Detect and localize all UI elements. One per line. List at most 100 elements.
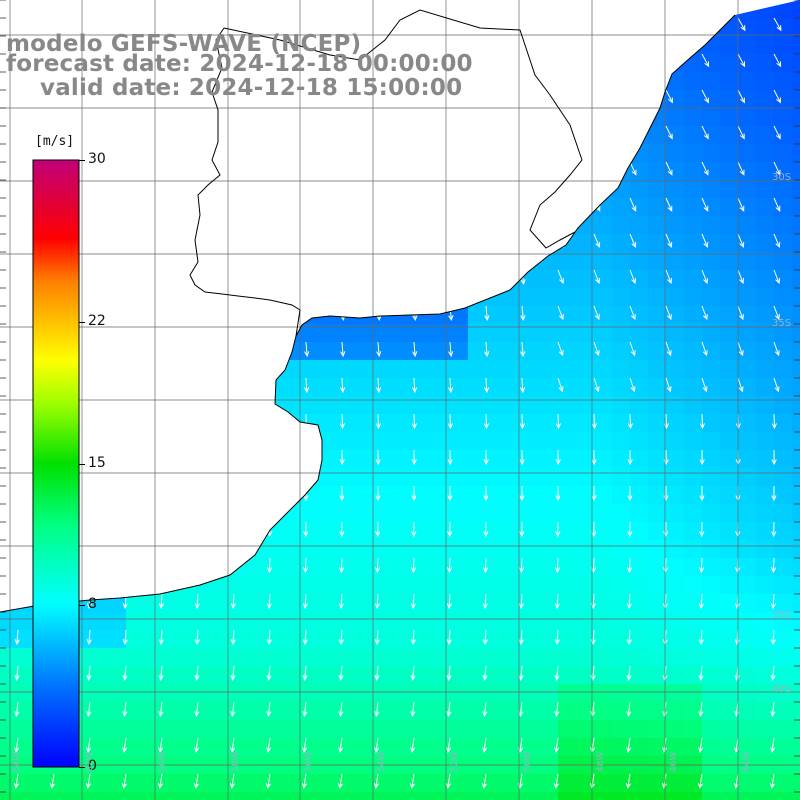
wind-speed-cell [360,450,379,469]
wind-speed-cell [378,432,397,451]
colorbar-tick-label: 8 [88,596,97,613]
wind-speed-cell [774,486,793,505]
wind-arrow [194,665,200,682]
wind-arrow [770,737,776,754]
wind-speed-cell [396,360,415,379]
wind-speed-cell [432,468,451,487]
wind-speed-cell [540,540,559,559]
wind-speed-cell [162,720,181,739]
wind-speed-cell [774,126,793,145]
wind-speed-cell [738,774,757,793]
wind-speed-cell [720,648,739,667]
wind-speed-cell [738,522,757,541]
wind-speed-cell [738,0,757,19]
wind-speed-cell [306,666,325,685]
wind-arrow [302,665,308,682]
wind-speed-cell [324,504,343,523]
wind-speed-cell [756,396,775,415]
wind-speed-cell [306,774,325,793]
wind-speed-cell [648,576,667,595]
wind-speed-cell [270,630,289,649]
wind-speed-cell [702,612,721,631]
wind-speed-cell [558,540,577,559]
wind-speed-cell [666,396,685,415]
wind-speed-cell [594,792,613,800]
wind-speed-cell [252,684,271,703]
wind-speed-cell [666,108,685,127]
wind-speed-cell [720,126,739,145]
wind-speed-cell [324,558,343,577]
wind-speed-cell [756,576,775,595]
wind-arrow [698,665,704,682]
wind-speed-cell [774,576,793,595]
wind-arrow [663,486,669,502]
wind-speed-cell [540,486,559,505]
wind-arrow [626,701,632,718]
wind-speed-cell [738,90,757,109]
wind-speed-cell [756,36,775,55]
wind-speed-cell [360,792,379,800]
wind-speed-cell [612,432,631,451]
wind-speed-cell [648,288,667,307]
wind-speed-cell [180,792,199,800]
wind-speed-cell [738,144,757,163]
wind-speed-cell [792,630,800,649]
wind-arrow [193,773,200,789]
wind-speed-cell [756,504,775,523]
wind-speed-cell [270,684,289,703]
wind-speed-cell [540,432,559,451]
wind-speed-cell [612,234,631,253]
wind-speed-cell [522,342,541,361]
wind-speed-cell [378,612,397,631]
wind-speed-cell [504,342,523,361]
wind-arrow [773,89,781,104]
wind-speed-cell [324,594,343,613]
wind-speed-cell [396,414,415,433]
wind-speed-cell [306,648,325,667]
wind-arrow [701,305,708,321]
wind-arrow [339,413,345,430]
wind-speed-cell [468,684,487,703]
longitude-label: 58W [231,751,241,772]
wind-speed-cell [162,612,181,631]
wind-speed-cell [378,504,397,523]
wind-speed-cell [486,612,505,631]
wind-speed-cell [108,666,127,685]
wind-speed-cell [630,774,649,793]
wind-speed-cell [648,720,667,739]
wind-arrow [266,593,273,610]
wind-speed-cell [702,468,721,487]
wind-arrow [769,773,776,789]
wind-speed-cell [306,360,325,379]
wind-speed-cell [522,504,541,523]
wind-arrow [14,737,20,754]
wind-speed-cell [324,468,343,487]
wind-speed-cell [108,774,127,793]
wind-speed-cell [540,738,559,757]
wind-speed-cell [756,180,775,199]
wind-arrow [665,233,673,248]
wind-speed-cell [396,324,415,343]
wind-speed-cell [630,432,649,451]
wind-speed-cell [414,702,433,721]
colorbar-tick-mark [79,160,85,161]
wind-speed-cell [648,648,667,667]
wind-speed-cell [774,774,793,793]
wind-speed-cell [792,522,800,541]
wind-speed-cell [792,108,800,127]
wind-speed-cell [432,378,451,397]
wind-speed-cell [612,468,631,487]
wind-speed-cell [144,648,163,667]
wind-arrow [593,377,600,393]
wind-speed-cell [738,72,757,91]
wind-speed-cell [774,72,793,91]
wind-speed-cell [342,540,361,559]
wind-arrow [665,377,672,393]
wind-speed-cell [594,450,613,469]
wind-speed-cell [612,414,631,433]
wind-speed-cell [396,630,415,649]
wind-speed-cell [252,594,271,613]
wind-speed-cell [360,612,379,631]
wind-speed-cell [756,594,775,613]
wind-speed-cell [306,612,325,631]
